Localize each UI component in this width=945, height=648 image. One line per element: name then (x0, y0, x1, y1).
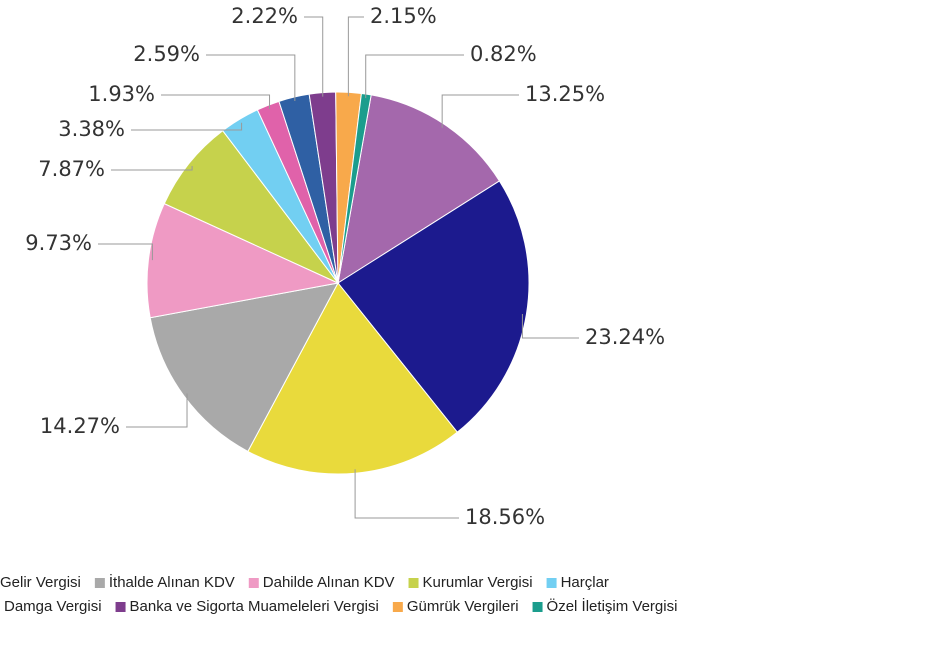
legend-label: Damga Vergisi (4, 598, 102, 615)
leader-line (365, 54, 464, 99)
data-label: 7.87% (38, 157, 105, 181)
legend-swatch (532, 602, 543, 612)
data-label: 2.22% (231, 4, 298, 28)
legend-label: Banka ve Sigorta Muameleleri Vergisi (130, 598, 379, 615)
leader-line (111, 166, 193, 171)
data-label: 1.93% (88, 82, 155, 106)
legend-label: İthalde Alınan KDV (109, 573, 235, 591)
data-label: 2.15% (370, 4, 437, 28)
legend-label: Harçlar (561, 574, 609, 591)
leader-line (441, 94, 519, 128)
leader-line (131, 122, 243, 131)
pie-slice (337, 180, 530, 433)
data-label: 2.59% (133, 42, 200, 66)
legend-swatch (546, 578, 557, 588)
data-label: 18.56% (465, 505, 545, 529)
leader-line (521, 313, 579, 339)
leader-line (304, 16, 324, 97)
data-label: 13.25% (525, 82, 605, 106)
legend-label: Kurumlar Vergisi (423, 574, 533, 591)
leader-line (347, 16, 364, 97)
legend-swatch (392, 602, 403, 612)
legend-label: Özel İletişim Vergisi (547, 597, 678, 615)
pie-slice (337, 94, 501, 285)
data-label: 3.38% (58, 117, 125, 141)
leader-line (98, 243, 153, 261)
legend-swatch (248, 578, 259, 588)
legend-swatch (94, 578, 105, 588)
leader-line (161, 94, 271, 109)
legend-swatch (115, 602, 126, 612)
legend-label: Gümrük Vergileri (407, 598, 519, 615)
pie-slice (149, 282, 339, 453)
pie-slice (146, 202, 340, 319)
data-label: 23.24% (585, 325, 665, 349)
legend-label: Dahilde Alınan KDV (263, 574, 395, 591)
data-label: 14.27% (40, 414, 120, 438)
legend-swatch (408, 578, 419, 588)
legend-label: Gelir Vergisi (0, 574, 81, 591)
leader-line (206, 54, 296, 102)
leader-line (126, 393, 188, 428)
leader-line (354, 469, 459, 519)
data-label: 9.73% (25, 231, 92, 255)
pie-slice (337, 92, 372, 284)
pie-slice (163, 129, 339, 284)
data-label: 0.82% (470, 42, 537, 66)
